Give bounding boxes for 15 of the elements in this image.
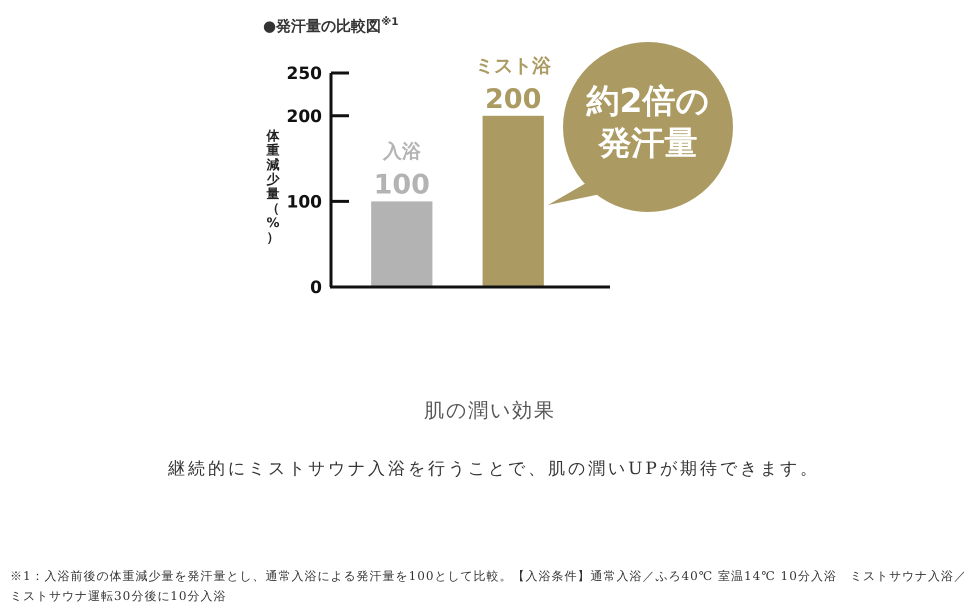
y-tick-label: 0 [310,278,322,298]
y-axis-title: 体重減少量（%） [266,129,280,246]
annotation: 約2倍の [586,81,710,120]
y-tick-label: 250 [286,64,322,84]
data-label: 100 [374,169,430,200]
data-label: 200 [485,84,542,115]
y-tick-label: 200 [286,106,322,127]
x-tick-label: 入浴 [382,140,422,162]
text: 継続的にミストサウナ入浴を行うことで、肌の潤いUPが期待できます。 [167,459,820,479]
annotation: 発汗量 [598,123,698,162]
x-tick-label: ミスト浴 [475,54,552,77]
text: 肌の潤い効果 [424,398,556,422]
text: ※1：入浴前後の体重減少量を発汗量とし、通常入浴による発汗量を100として比較。【入浴条件】通常入浴／ふろ40℃ 室温14℃ 10分入浴 ミストサウナ入浴／ミストサウナ運転30分後に10分入浴 [10,568,968,605]
y-tick-label: 100 [286,192,322,212]
chart-title: ●発汗量の比較図$^{※1}$ [263,16,399,35]
